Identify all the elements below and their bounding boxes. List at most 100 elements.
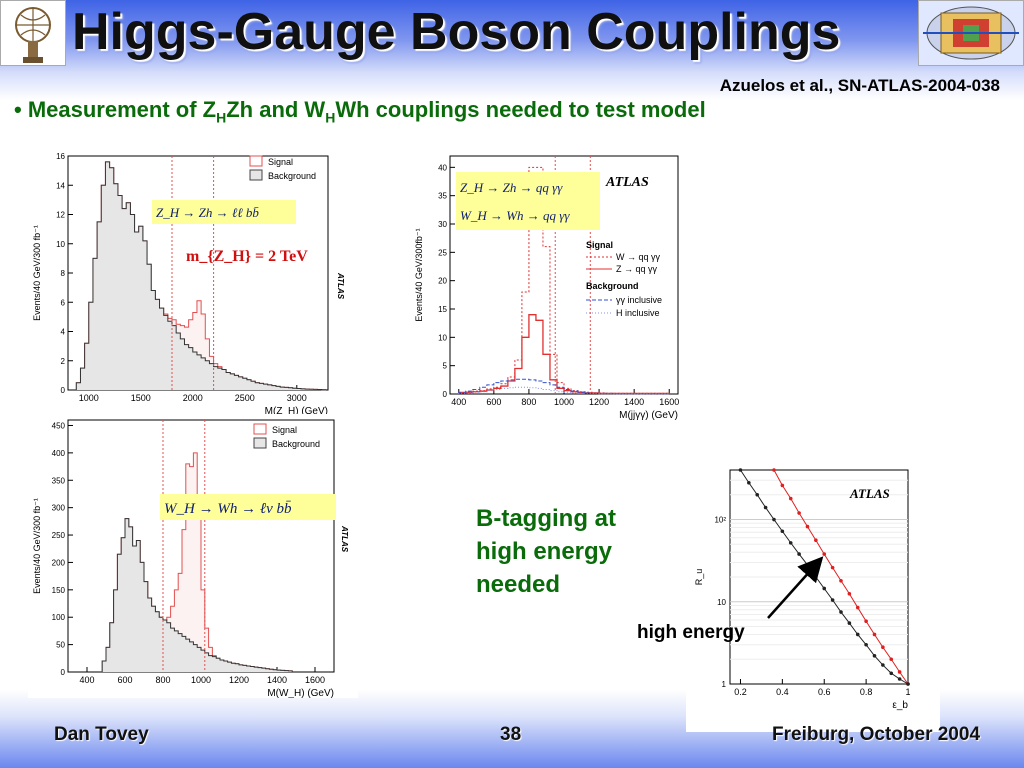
process-label-z: Z_H → Zh → qq γγ xyxy=(460,180,563,195)
bullet-subscript: H xyxy=(325,109,336,126)
atlas-statue-logo xyxy=(0,0,66,66)
legend-title-signal: Signal xyxy=(586,240,613,250)
y-tick-label: 450 xyxy=(52,421,66,430)
y-tick-label: 5 xyxy=(443,362,448,371)
y-tick-label: 10 xyxy=(56,240,65,249)
chart-wh-lnubb: 400 600 800 1000 1200 1400 1600 0 50 100 150 200 250… xyxy=(28,416,358,699)
atlas-watermark: ATLAS xyxy=(340,525,349,553)
bullet-subscript: H xyxy=(216,109,227,126)
x-tick-label: 1000 xyxy=(191,675,211,685)
atlas-watermark: ATLAS xyxy=(849,486,890,501)
x-tick-label: 2000 xyxy=(183,393,203,403)
data-point xyxy=(847,591,852,596)
y-tick-label: 150 xyxy=(52,586,66,595)
y-tick-label: 30 xyxy=(438,220,447,229)
bullet-point: • Measurement of ZHZh and WHWh couplings… xyxy=(14,97,706,125)
chart-legend: Signal W → qq γγ Z → qq γγ Background γγ… xyxy=(586,240,662,318)
chart-marks xyxy=(75,156,327,391)
data-point xyxy=(822,586,827,591)
y-tick-label: 250 xyxy=(52,531,66,540)
x-axis-label: M(jjγγ) (GeV) xyxy=(619,410,678,421)
legend-label-signal: Signal xyxy=(272,425,297,435)
data-point xyxy=(822,552,827,556)
data-point xyxy=(889,657,894,662)
atlas-statue-icon xyxy=(15,7,51,63)
y-tick-label: 100 xyxy=(52,613,66,622)
data-point xyxy=(747,480,751,485)
bullet-marker: • xyxy=(14,97,22,122)
series-background xyxy=(75,161,327,391)
x-tick-label: 1000 xyxy=(554,397,574,407)
y-axis-label: Events/40 GeV/300 fb⁻¹ xyxy=(32,498,42,594)
high-energy-label: high energy xyxy=(637,622,745,643)
x-tick-label: 600 xyxy=(117,675,132,685)
process-label-box xyxy=(160,494,336,520)
y-tick-label: 4 xyxy=(61,328,66,337)
chart-axes: 400 600 800 1000 1200 1400 1600 0 50 100 150 200 250… xyxy=(32,419,335,699)
chart-qq-gamma-gamma: 400 600 800 1000 1200 1400 1600 0 5 10 15 20 25 30 35 4… xyxy=(400,148,690,438)
data-point xyxy=(839,578,843,583)
x-tick-label: 0.8 xyxy=(860,687,873,697)
chart-axes: 400 600 800 1000 1200 1400 1600 0 5 10 15 20 25 30 35 4… xyxy=(414,155,679,421)
y-tick-label: 350 xyxy=(52,476,66,485)
x-tick-label: 1500 xyxy=(131,393,151,403)
data-point xyxy=(864,619,868,624)
data-point xyxy=(897,677,902,681)
y-tick-label: 400 xyxy=(52,449,66,458)
process-label: Z_H → Zh → ℓℓ bb̄ xyxy=(156,205,259,220)
series-z-signal xyxy=(458,314,670,395)
x-axis-label: M(W_H) (GeV) xyxy=(267,688,334,698)
chart-axes: 0.2 0.4 0.6 0.8 1 ε_b R_u 1 10 10² xyxy=(694,469,911,711)
x-tick-label: 1000 xyxy=(79,393,99,403)
legend-swatch-signal xyxy=(253,423,267,435)
x-axis-label: ε_b xyxy=(892,700,908,711)
x-tick-label: 1 xyxy=(905,687,910,697)
legend-label-signal: Signal xyxy=(268,157,293,167)
data-point xyxy=(897,670,902,674)
y-tick-label: 14 xyxy=(56,181,65,190)
data-point xyxy=(881,663,885,667)
y-axis-label: R_u xyxy=(694,569,704,586)
bullet-text-part: Zh and W xyxy=(226,97,326,122)
data-point xyxy=(772,468,776,472)
legend-label-background: Background xyxy=(268,171,316,181)
y-tick-label: 10 xyxy=(438,333,447,342)
chart-rejection-efficiency: 0.2 0.4 0.6 0.8 1 ε_b R_u 1 10 10² ATLAS xyxy=(686,466,940,732)
y-tick-label: 10² xyxy=(714,516,726,525)
reference-citation: Azuelos et al., SN-ATLAS-2004-038 xyxy=(719,76,1000,95)
legend-swatch-background xyxy=(249,169,263,181)
data-point xyxy=(772,517,776,522)
legend-swatch-signal xyxy=(249,155,263,167)
data-point xyxy=(881,645,885,650)
data-point xyxy=(906,682,910,686)
x-tick-label: 1600 xyxy=(305,675,325,685)
data-point xyxy=(830,565,835,570)
high-energy-arrow xyxy=(767,556,824,619)
data-point xyxy=(872,632,877,637)
x-tick-label: 2500 xyxy=(235,393,255,403)
data-point xyxy=(788,496,793,501)
legend-title-background: Background xyxy=(586,281,639,291)
y-tick-label: 40 xyxy=(438,163,447,172)
x-tick-label: 0.2 xyxy=(734,687,747,697)
y-tick-label: 20 xyxy=(438,277,447,286)
data-point xyxy=(847,621,852,625)
legend-label-z: Z → qq γγ xyxy=(616,264,658,274)
chart-qq-gamma-gamma-svg: 400 600 800 1000 1200 1400 1600 0 5 10 15 20 25 30 35 4… xyxy=(414,155,679,421)
legend-label-gg: γγ inclusive xyxy=(616,295,662,305)
data-point xyxy=(755,492,760,497)
x-tick-label: 800 xyxy=(155,675,170,685)
data-point xyxy=(763,505,768,510)
x-tick-label: 600 xyxy=(486,397,501,407)
chart-marks xyxy=(458,156,670,395)
chart-zh-llbb: 1000 1500 2000 2500 3000 0 2 4 6 8 10 12 14 16 M(Z_H) … xyxy=(28,148,358,417)
x-tick-label: 1400 xyxy=(624,397,644,407)
chart-marks xyxy=(738,468,910,686)
footer-author: Dan Tovey xyxy=(54,724,149,745)
x-tick-label: 3000 xyxy=(287,393,307,403)
y-axis-label: Events/40 GeV/300fb⁻¹ xyxy=(414,228,424,321)
footer-venue-date: Freiburg, October 2004 xyxy=(772,724,981,745)
series-background xyxy=(101,518,293,672)
y-tick-label: 35 xyxy=(438,192,447,201)
y-tick-label: 0 xyxy=(61,386,66,395)
